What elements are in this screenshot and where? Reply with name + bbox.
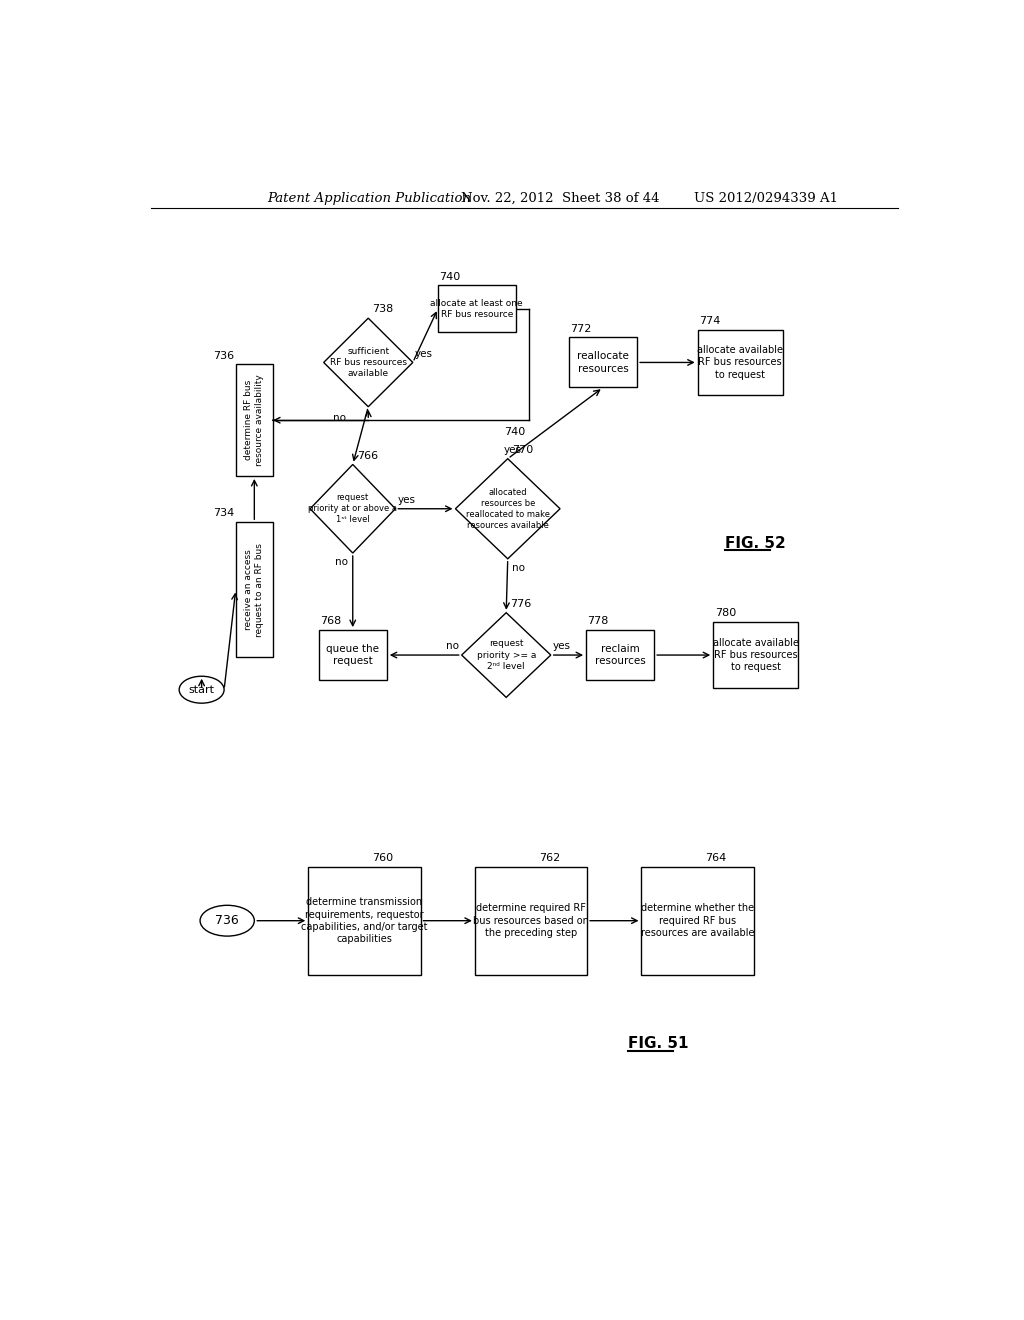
Text: 766: 766 bbox=[356, 450, 378, 461]
Text: US 2012/0294339 A1: US 2012/0294339 A1 bbox=[693, 191, 838, 205]
Text: start: start bbox=[188, 685, 215, 694]
Text: no: no bbox=[446, 642, 460, 651]
Text: allocate available
RF bus resources
to request: allocate available RF bus resources to r… bbox=[713, 638, 799, 672]
Text: sufficient
RF bus resources
available: sufficient RF bus resources available bbox=[330, 347, 407, 378]
FancyBboxPatch shape bbox=[236, 364, 273, 477]
Text: 770: 770 bbox=[512, 445, 532, 455]
Text: 760: 760 bbox=[372, 853, 393, 863]
Text: 740: 740 bbox=[505, 426, 525, 437]
Text: 776: 776 bbox=[510, 599, 531, 609]
Text: request
priority at or above a
1ˢᵗ level: request priority at or above a 1ˢᵗ level bbox=[308, 494, 397, 524]
Text: yes: yes bbox=[553, 642, 571, 651]
Ellipse shape bbox=[179, 676, 224, 704]
Text: 764: 764 bbox=[706, 853, 727, 863]
FancyBboxPatch shape bbox=[641, 867, 754, 974]
Text: determine required RF
bus resources based on
the preceding step: determine required RF bus resources base… bbox=[473, 903, 589, 939]
Text: yes: yes bbox=[397, 495, 416, 506]
Polygon shape bbox=[462, 612, 551, 697]
FancyBboxPatch shape bbox=[475, 867, 587, 974]
Text: no: no bbox=[335, 557, 347, 566]
Text: determine RF bus
resource availability: determine RF bus resource availability bbox=[245, 375, 264, 466]
Text: FIG. 52: FIG. 52 bbox=[725, 536, 785, 550]
Polygon shape bbox=[456, 459, 560, 558]
Text: 736: 736 bbox=[215, 915, 239, 927]
Text: 780: 780 bbox=[715, 609, 736, 619]
FancyBboxPatch shape bbox=[236, 523, 273, 657]
Text: 772: 772 bbox=[570, 323, 592, 334]
Text: yes: yes bbox=[415, 348, 433, 359]
Text: 734: 734 bbox=[213, 508, 234, 519]
Text: allocated
resources be
reallocated to make
resources available: allocated resources be reallocated to ma… bbox=[466, 487, 550, 529]
FancyBboxPatch shape bbox=[318, 630, 387, 680]
Text: 774: 774 bbox=[699, 315, 721, 326]
Text: determine whether the
required RF bus
resources are available: determine whether the required RF bus re… bbox=[641, 903, 755, 939]
Text: no: no bbox=[333, 413, 346, 422]
Text: 738: 738 bbox=[372, 305, 393, 314]
Text: determine transmission
requirements, requestor
capabilities, and/or target
capab: determine transmission requirements, req… bbox=[301, 898, 428, 944]
Text: Nov. 22, 2012  Sheet 38 of 44: Nov. 22, 2012 Sheet 38 of 44 bbox=[461, 191, 659, 205]
Text: receive an access
request to an RF bus: receive an access request to an RF bus bbox=[245, 543, 264, 636]
Text: Patent Application Publication: Patent Application Publication bbox=[267, 191, 471, 205]
Text: FIG. 51: FIG. 51 bbox=[628, 1036, 688, 1052]
Text: allocate available
RF bus resources
to request: allocate available RF bus resources to r… bbox=[697, 345, 783, 380]
Text: 740: 740 bbox=[439, 272, 461, 281]
Text: 778: 778 bbox=[588, 616, 609, 626]
Text: request
priority >= a
2ⁿᵈ level: request priority >= a 2ⁿᵈ level bbox=[476, 639, 536, 671]
FancyBboxPatch shape bbox=[713, 622, 799, 688]
Text: 736: 736 bbox=[213, 351, 234, 360]
Text: no: no bbox=[512, 562, 524, 573]
Text: reallocate
resources: reallocate resources bbox=[578, 351, 629, 374]
FancyBboxPatch shape bbox=[569, 338, 637, 388]
Text: queue the
request: queue the request bbox=[327, 644, 379, 667]
Text: 768: 768 bbox=[321, 616, 341, 626]
Polygon shape bbox=[324, 318, 413, 407]
Text: yes: yes bbox=[504, 445, 522, 455]
Text: allocate at least one
RF bus resource: allocate at least one RF bus resource bbox=[430, 298, 523, 318]
Ellipse shape bbox=[200, 906, 254, 936]
Text: 762: 762 bbox=[539, 853, 560, 863]
Text: reclaim
resources: reclaim resources bbox=[595, 644, 645, 667]
FancyBboxPatch shape bbox=[438, 285, 515, 331]
Polygon shape bbox=[310, 465, 395, 553]
FancyBboxPatch shape bbox=[697, 330, 783, 395]
FancyBboxPatch shape bbox=[308, 867, 421, 974]
FancyBboxPatch shape bbox=[586, 630, 654, 680]
